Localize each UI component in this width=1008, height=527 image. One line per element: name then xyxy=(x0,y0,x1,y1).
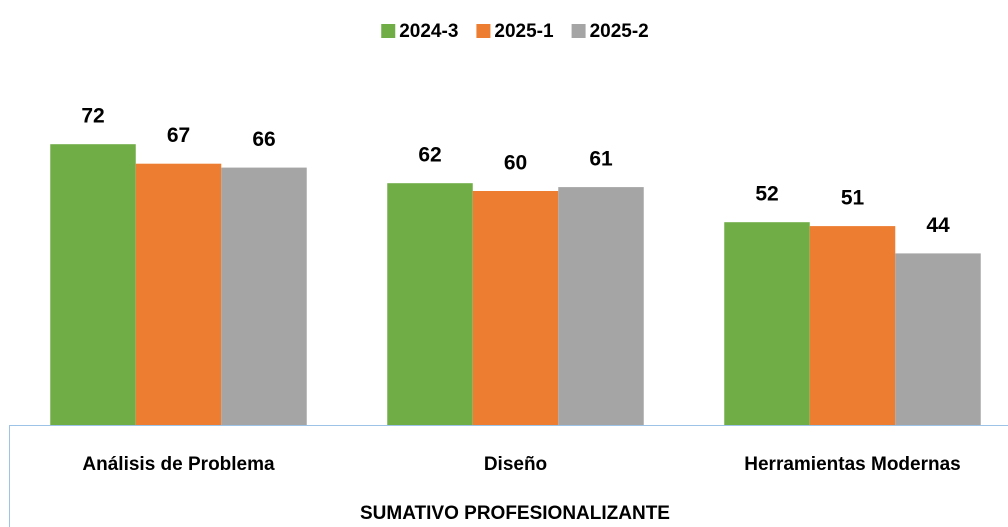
data-label: 67 xyxy=(167,124,190,147)
bar xyxy=(472,191,559,425)
bar xyxy=(50,144,136,425)
bar xyxy=(135,163,222,425)
bar xyxy=(221,167,307,425)
x-tick-label: Análisis de Problema xyxy=(82,454,275,475)
bar xyxy=(809,226,896,425)
data-label: 52 xyxy=(755,183,778,206)
legend-label: 2025-2 xyxy=(590,21,649,42)
legend-swatch xyxy=(571,24,586,38)
x-tick-label: Herramientas Modernas xyxy=(744,454,960,475)
axis-frame xyxy=(9,425,1008,527)
x-axis-title: SUMATIVO PROFESIONALIZANTE xyxy=(360,503,670,524)
legend-label: 2024-3 xyxy=(399,21,458,42)
data-label: 44 xyxy=(926,214,950,237)
legend-label: 2025-1 xyxy=(494,21,554,42)
data-label: 60 xyxy=(504,152,527,175)
bar xyxy=(895,253,981,425)
legend-swatch xyxy=(381,24,396,38)
data-label: 51 xyxy=(841,187,865,210)
bar xyxy=(387,183,473,425)
x-tick-label: Diseño xyxy=(484,454,547,475)
bar xyxy=(724,222,810,425)
data-label: 72 xyxy=(81,105,104,128)
data-label: 66 xyxy=(252,128,275,151)
legend-swatch xyxy=(476,24,491,38)
bar xyxy=(558,187,644,425)
data-label: 61 xyxy=(589,148,613,171)
data-label: 62 xyxy=(418,144,441,167)
